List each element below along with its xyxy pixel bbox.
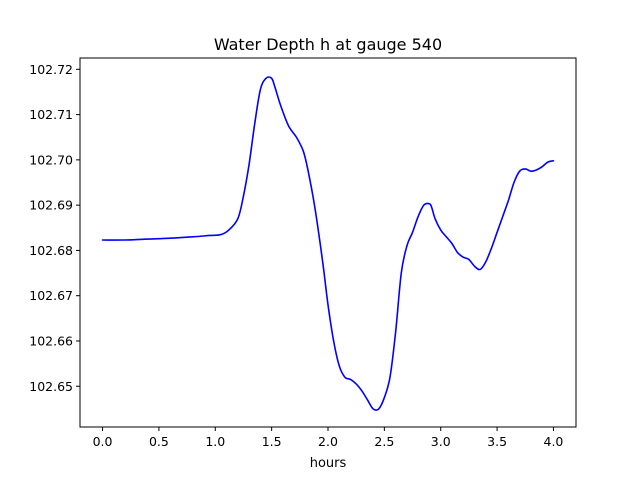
y-tick-label: 102.66 bbox=[29, 333, 73, 348]
x-tick-label: 2.5 bbox=[374, 434, 394, 449]
y-tick-label: 102.69 bbox=[29, 198, 73, 213]
x-tick-label: 0.0 bbox=[93, 434, 113, 449]
y-axis-ticks: 102.65 102.66 102.67 102.68 102.69 102.70 102.… bbox=[29, 62, 80, 394]
x-tick-label: 3.0 bbox=[431, 434, 451, 449]
x-tick-label: 1.5 bbox=[262, 434, 282, 449]
x-tick-label: 1.0 bbox=[205, 434, 225, 449]
y-tick-label: 102.71 bbox=[29, 107, 73, 122]
y-tick-label: 102.67 bbox=[29, 288, 73, 303]
plot-layer bbox=[101, 76, 555, 411]
y-tick-label: 102.68 bbox=[29, 243, 73, 258]
x-axis-ticks: 0.0 0.5 1.0 1.5 2.0 2.5 3.0 3.5 4.0 bbox=[93, 427, 564, 449]
y-tick-label: 102.70 bbox=[29, 152, 73, 167]
x-tick-label: 3.5 bbox=[487, 434, 507, 449]
x-tick-label: 0.5 bbox=[149, 434, 169, 449]
y-tick-label: 102.65 bbox=[29, 379, 73, 394]
x-axis-label: hours bbox=[310, 456, 347, 471]
x-tick-label: 4.0 bbox=[544, 434, 564, 449]
plot-frame bbox=[79, 57, 577, 428]
series-line-0 bbox=[101, 76, 555, 411]
chart-title: Water Depth h at gauge 540 bbox=[214, 35, 442, 54]
x-tick-label: 2.0 bbox=[318, 434, 338, 449]
y-tick-label: 102.72 bbox=[29, 62, 73, 77]
